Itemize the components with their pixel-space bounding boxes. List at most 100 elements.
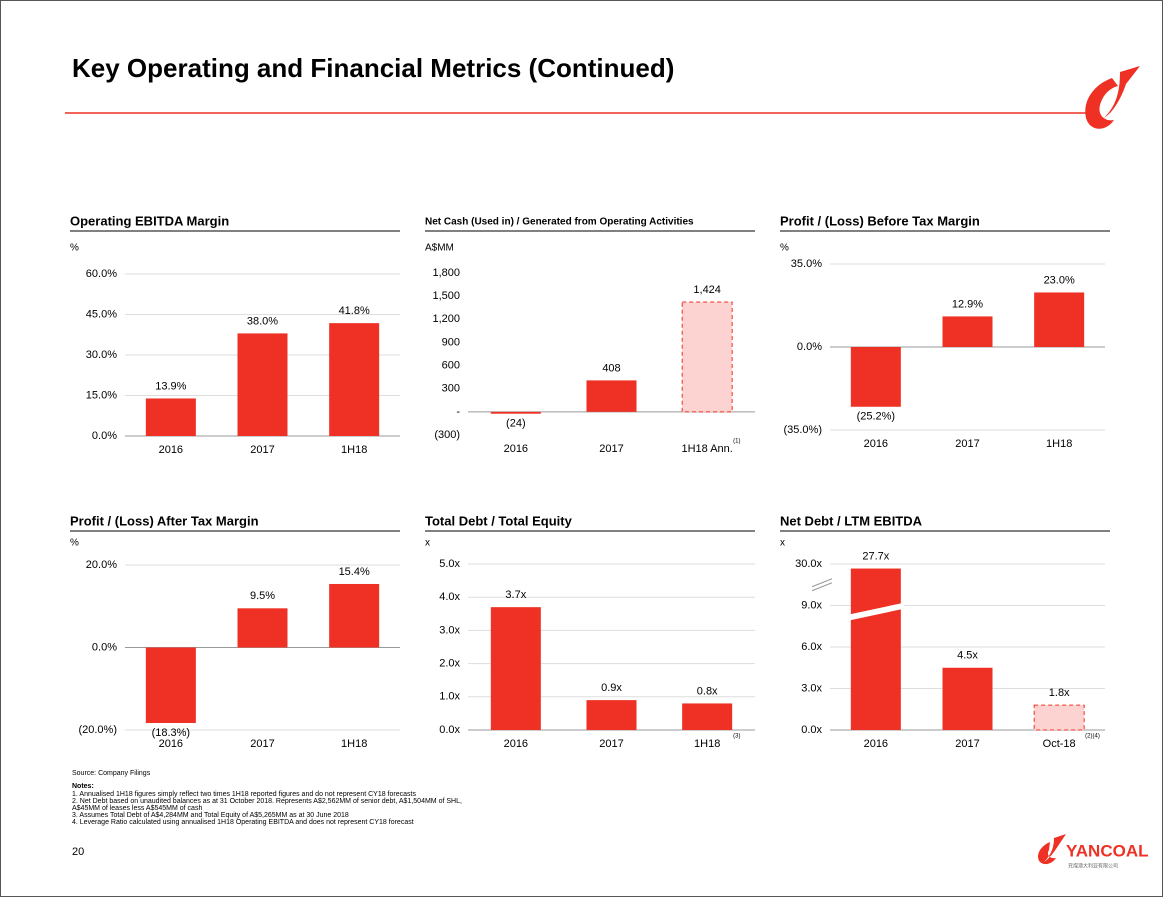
x-tick-label: 1H18 Ann. [681,443,732,455]
x-tick-label: 2017 [599,443,623,455]
bar [1033,704,1085,731]
note: 1. Annualised 1H18 figures simply reflec… [72,791,416,798]
y-tick-label: 1,800 [432,267,460,279]
y-tick-label: 5.0x [439,558,460,570]
y-tick-label: 3.0x [801,682,822,694]
x-tick-label: 2016 [159,738,183,750]
bar [586,700,637,730]
y-tick-label: 0.0% [797,341,822,353]
y-tick-label: 2.0x [439,658,460,670]
x-tick-label: 2016 [504,443,528,455]
bar [586,380,637,412]
x-tick-label: 2017 [250,738,274,750]
y-tick-label: 4.0x [439,591,460,603]
value-label: 408 [602,362,620,374]
y-tick-label: 9.0x [801,599,822,611]
page-number: 20 [72,846,84,858]
unit-label: A$MM [425,243,454,254]
y-tick-label: 6.0x [801,641,822,653]
y-tick-label: 0.0% [92,430,117,442]
y-tick-label: 35.0% [791,258,822,270]
unit-label: x [780,538,785,549]
bar [145,398,196,436]
y-tick-label: (300) [434,429,460,441]
x-tick-label: 2016 [504,738,528,750]
bar [237,333,288,436]
unit-label: % [780,243,789,254]
notes-heading: Notes: [72,783,94,790]
value-label: 13.9% [155,380,186,392]
value-label: 1.8x [1049,687,1070,699]
logo-mark [1038,834,1066,865]
bar [942,316,993,347]
chart-title: Net Cash (Used in) / Generated from Oper… [425,217,694,228]
value-label: 12.9% [952,298,983,310]
logo-icon [1085,66,1140,129]
value-label: 38.0% [247,315,278,327]
y-tick-label: 0.0% [92,641,117,653]
value-label: 0.9x [601,682,622,694]
y-tick-label: 60.0% [86,268,117,280]
y-tick-label: 0.0x [439,724,460,736]
value-label: 0.8x [697,685,718,697]
bar [490,411,541,414]
y-tick-label: - [456,406,460,418]
chart-title: Net Debt / LTM EBITDA [780,513,923,528]
axis-break [811,582,833,592]
bar [1034,292,1085,347]
note: 4. Leverage Ratio calculated using annua… [72,819,414,826]
value-label: 15.4% [339,566,370,578]
value-label: 3.7x [505,589,526,601]
value-label: 23.0% [1044,274,1075,286]
y-tick-label: (20.0%) [78,724,117,736]
note: 3. Assumes Total Debt of A$4,284MM and T… [72,812,349,819]
x-tick-label: 2016 [159,444,183,456]
x-tick-label: 2017 [955,738,979,750]
slide-title: Key Operating and Financial Metrics (Con… [72,53,674,83]
logo-subtitle: 兖煤澳大利亚有限公司 [1068,862,1118,869]
y-tick-label: 600 [442,359,460,371]
chart-title: Total Debt / Total Equity [425,513,573,528]
bar [850,568,901,730]
y-tick-label: 900 [442,336,460,348]
x-tick-label: 1H18 [694,738,720,750]
category-note: (2)(4) [1085,734,1100,740]
x-tick-label: 2017 [599,738,623,750]
chart-title: Operating EBITDA Margin [70,213,229,228]
value-label: 4.5x [957,650,978,662]
logo-name: YANCOAL [1066,841,1149,860]
bar-break [847,602,904,621]
x-tick-label: 2016 [864,738,888,750]
value-label: 1,424 [693,284,721,296]
value-label: 27.7x [862,550,889,562]
value-label: (18.3%) [152,727,191,739]
axis-break [811,578,833,588]
bar [145,647,196,723]
bar [329,583,380,648]
x-tick-label: 1H18 [341,738,367,750]
y-tick-label: 30.0x [795,558,822,570]
y-tick-label: 15.0% [86,389,117,401]
x-tick-label: 2016 [864,438,888,450]
bar [681,301,733,413]
bar [682,703,733,730]
category-note: (3) [733,734,740,740]
y-tick-label: 0.0x [801,724,822,736]
chart-title: Profit / (Loss) Before Tax Margin [780,213,980,228]
y-tick-label: 300 [442,383,460,395]
y-tick-label: 1,500 [432,290,460,302]
bar [942,667,993,730]
note: 2. Net Debt based on unaudited balances … [72,798,462,805]
y-tick-label: 30.0% [86,349,117,361]
y-tick-label: 20.0% [86,559,117,571]
y-tick-label: (35.0%) [783,424,822,436]
y-tick-label: 3.0x [439,624,460,636]
bar [329,323,380,436]
x-tick-label: 2017 [250,444,274,456]
x-tick-label: 1H18 [341,444,367,456]
y-tick-label: 1.0x [439,691,460,703]
unit-label: x [425,538,430,549]
x-tick-label: Oct-18 [1043,738,1076,750]
